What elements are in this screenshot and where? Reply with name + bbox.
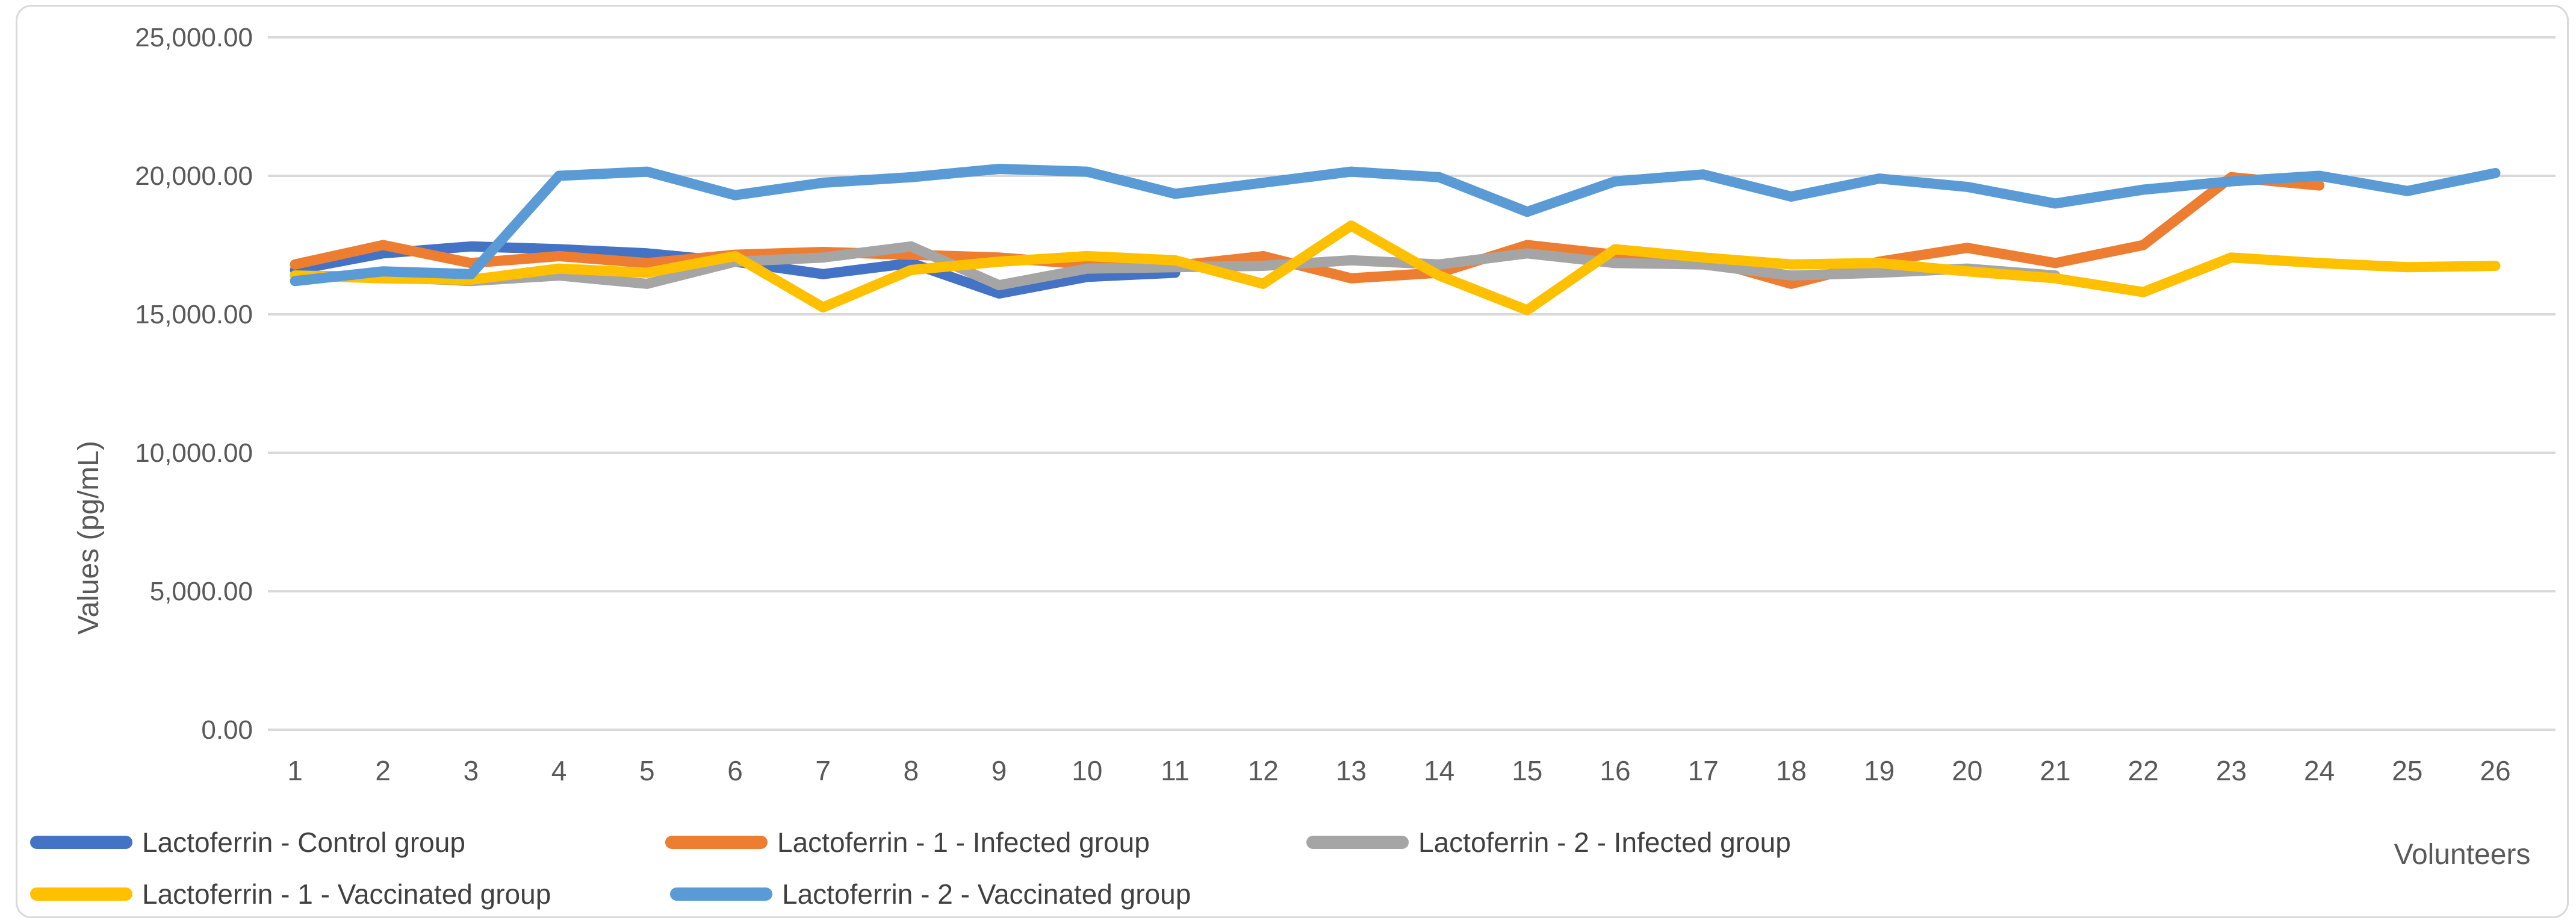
x-tick-label: 18 <box>1776 755 1807 786</box>
legend-swatch <box>1306 836 1409 849</box>
x-tick-label: 12 <box>1248 755 1279 786</box>
x-tick-label: 9 <box>992 755 1007 786</box>
x-tick-label: 17 <box>1688 755 1719 786</box>
x-tick-label: 15 <box>1512 755 1542 786</box>
legend-swatch <box>670 887 772 901</box>
legend-label: Lactoferrin - 1 - Vaccinated group <box>142 878 551 910</box>
legend-label: Lactoferrin - Control group <box>142 827 465 858</box>
x-tick-label: 11 <box>1161 755 1190 786</box>
legend-item-3: Lactoferrin - 2 - Infected group <box>1306 826 1791 859</box>
x-tick-label: 20 <box>1952 755 1982 786</box>
y-tick-label: 25,000.00 <box>135 23 253 52</box>
legend-swatch <box>665 836 768 849</box>
x-tick-label: 5 <box>639 755 655 786</box>
x-tick-label: 1 <box>287 755 303 786</box>
x-tick-label: 16 <box>1600 755 1630 786</box>
x-tick-label: 25 <box>2392 755 2422 786</box>
x-tick-label: 10 <box>1072 755 1102 786</box>
x-tick-label: 24 <box>2304 755 2335 786</box>
series-line-4 <box>290 220 2501 315</box>
y-tick-label: 0.00 <box>201 715 253 745</box>
y-tick-label: 10,000.00 <box>135 438 253 468</box>
x-axis-title: Volunteers <box>2394 839 2531 871</box>
chart-frame <box>16 5 2569 918</box>
x-tick-label: 21 <box>2040 755 2070 786</box>
series-line-5 <box>290 164 2501 287</box>
x-tick-label: 14 <box>1424 755 1454 786</box>
x-tick-label: 8 <box>904 755 919 786</box>
x-axis-tick-labels: 1 2 3 4 5 6 7 8 9 10 11 12 13 14 15 16 17 18 19 20 21 22 23 24 2… <box>287 755 2510 786</box>
legend-item-2: Lactoferrin - 1 - Infected group <box>665 826 1150 859</box>
legend-swatch <box>30 887 132 901</box>
x-tick-label: 26 <box>2480 755 2510 786</box>
x-tick-label: 23 <box>2216 755 2247 786</box>
y-axis-tick-labels: 25,000.00 20,000.00 15,000.00 10,000.00 5,00… <box>135 23 253 745</box>
legend-item-4: Lactoferrin - 1 - Vaccinated group <box>30 878 551 910</box>
gridlines <box>268 36 2556 731</box>
legend-swatch <box>30 836 132 849</box>
legend-item-5: Lactoferrin - 2 - Vaccinated group <box>670 878 1191 910</box>
x-tick-label: 7 <box>815 755 831 786</box>
legend-label: Lactoferrin - 2 - Vaccinated group <box>782 878 1191 910</box>
y-tick-label: 15,000.00 <box>135 300 253 329</box>
x-tick-label: 3 <box>464 755 479 786</box>
legend-item-1: Lactoferrin - Control group <box>30 826 465 859</box>
legend-label: Lactoferrin - 2 - Infected group <box>1418 827 1791 858</box>
series-line-3 <box>290 241 2061 291</box>
x-tick-label: 6 <box>727 755 743 786</box>
x-tick-label: 2 <box>375 755 391 786</box>
y-tick-label: 20,000.00 <box>135 161 253 191</box>
x-tick-label: 13 <box>1336 755 1367 786</box>
x-tick-label: 19 <box>1864 755 1895 786</box>
x-tick-label: 22 <box>2128 755 2159 786</box>
x-tick-label: 4 <box>551 755 567 786</box>
legend-label: Lactoferrin - 1 - Infected group <box>777 827 1150 858</box>
y-tick-label: 5,000.00 <box>150 577 253 606</box>
y-axis-title: Values (pg/mL) <box>73 441 105 635</box>
